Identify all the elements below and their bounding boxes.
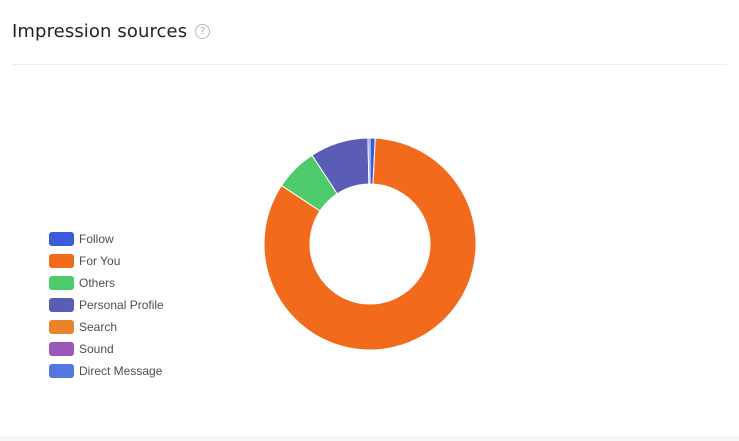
legend-item-for-you[interactable]: For You	[49, 250, 164, 272]
legend-item-follow[interactable]: Follow	[49, 228, 164, 250]
legend-label: For You	[79, 254, 121, 268]
legend-item-search[interactable]: Search	[49, 316, 164, 338]
legend-swatch	[49, 320, 74, 334]
chart-legend: Follow For You Others Personal Profile Searc…	[49, 228, 164, 382]
legend-label: Search	[79, 320, 118, 334]
legend-swatch	[49, 276, 74, 290]
header-divider	[12, 64, 727, 65]
donut-slice-for-you[interactable]	[263, 137, 477, 351]
legend-label: Personal Profile	[79, 298, 164, 312]
legend-swatch	[49, 254, 74, 268]
card-bottom-edge	[0, 436, 739, 441]
legend-item-sound[interactable]: Sound	[49, 338, 164, 360]
legend-label: Direct Message	[79, 364, 163, 378]
card-title: Impression sources	[12, 20, 188, 42]
legend-label: Others	[79, 276, 116, 290]
legend-item-direct-message[interactable]: Direct Message	[49, 360, 164, 382]
legend-label: Sound	[79, 342, 114, 356]
legend-swatch	[49, 342, 74, 356]
legend-item-personal-profile[interactable]: Personal Profile	[49, 294, 164, 316]
donut-slice-direct-message[interactable]	[367, 137, 371, 185]
help-icon[interactable]: ?	[195, 23, 211, 39]
legend-item-others[interactable]: Others	[49, 272, 164, 294]
card-header: Impression sources ?	[12, 18, 211, 44]
legend-swatch	[49, 232, 74, 246]
legend-label: Follow	[79, 232, 114, 246]
legend-swatch	[49, 298, 74, 312]
legend-swatch	[49, 364, 74, 378]
